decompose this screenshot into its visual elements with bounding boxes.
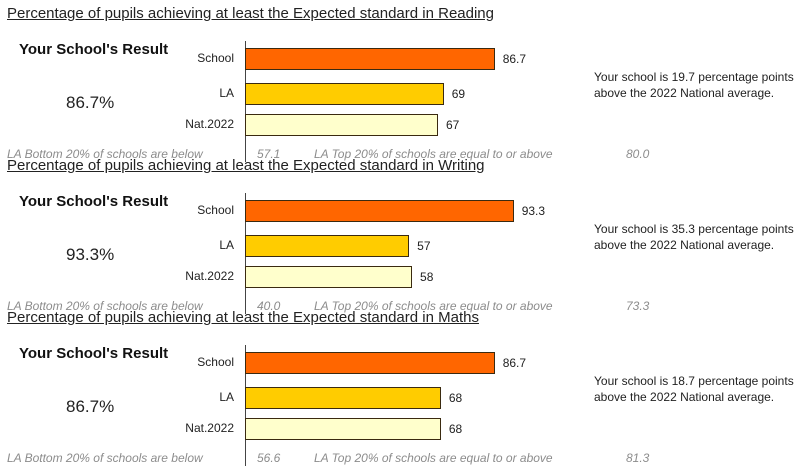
- la-bottom-value: 56.6: [257, 451, 281, 465]
- bar-nat-2022: [245, 114, 438, 136]
- comparison-note: Your school is 18.7 percentage points ab…: [594, 374, 794, 404]
- la-top-label: LA Top 20% of schools are equal to or ab…: [314, 451, 553, 465]
- result-label: Your School's Result: [19, 41, 169, 58]
- bar-nat-2022: [245, 266, 413, 288]
- bar-school: [245, 200, 514, 222]
- result-label: Your School's Result: [19, 193, 169, 210]
- panel-reading: Percentage of pupils achieving at least …: [0, 5, 808, 162]
- category-label: Nat.2022: [185, 269, 234, 283]
- result-value: 86.7%: [66, 397, 115, 416]
- panel-title: Percentage of pupils achieving at least …: [7, 157, 485, 174]
- panel-title: Percentage of pupils achieving at least …: [7, 309, 479, 326]
- bar-la: [245, 387, 441, 409]
- bar-la: [245, 235, 410, 257]
- la-bottom-label: LA Bottom 20% of schools are below: [7, 147, 203, 161]
- value-label: 86.7: [502, 356, 527, 370]
- value-label: 57: [417, 239, 431, 253]
- result-label: Your School's Result: [19, 345, 169, 362]
- result-value: 86.7%: [66, 93, 115, 112]
- la-bottom-label: LA Bottom 20% of schools are below: [7, 299, 203, 313]
- panel-title: Percentage of pupils achieving at least …: [7, 5, 494, 22]
- bar-school: [245, 48, 495, 70]
- la-bottom-value: 57.1: [257, 147, 281, 161]
- comparison-note: Your school is 19.7 percentage points ab…: [594, 70, 794, 100]
- la-top-label: LA Top 20% of schools are equal to or ab…: [314, 147, 553, 161]
- category-label: LA: [219, 86, 234, 100]
- panel-writing: Percentage of pupils achieving at least …: [0, 157, 808, 314]
- value-label: 69: [451, 87, 466, 101]
- value-label: 93.3: [521, 204, 546, 218]
- la-bottom-value: 40.0: [257, 299, 281, 313]
- value-label: 67: [445, 118, 460, 132]
- category-label: LA: [219, 390, 234, 404]
- la-top-value: 73.3: [626, 299, 650, 313]
- result-value: 93.3%: [66, 245, 115, 264]
- bar-nat-2022: [245, 418, 441, 440]
- value-label: 68: [448, 422, 463, 436]
- category-label: Nat.2022: [185, 117, 234, 131]
- la-bottom-label: LA Bottom 20% of schools are below: [7, 451, 203, 465]
- category-label: Nat.2022: [185, 421, 234, 435]
- bar-school: [245, 352, 495, 374]
- value-label: 68: [448, 391, 463, 405]
- panel-maths: Percentage of pupils achieving at least …: [0, 309, 808, 466]
- la-top-value: 80.0: [626, 147, 650, 161]
- bar-la: [245, 83, 444, 105]
- la-top-label: LA Top 20% of schools are equal to or ab…: [314, 299, 553, 313]
- value-label: 58: [420, 270, 434, 284]
- la-top-value: 81.3: [626, 451, 650, 465]
- value-label: 86.7: [502, 52, 527, 66]
- category-label: LA: [219, 238, 234, 252]
- comparison-note: Your school is 35.3 percentage points ab…: [594, 222, 794, 252]
- category-label: School: [197, 355, 234, 369]
- category-label: School: [197, 203, 234, 217]
- category-label: School: [197, 51, 234, 65]
